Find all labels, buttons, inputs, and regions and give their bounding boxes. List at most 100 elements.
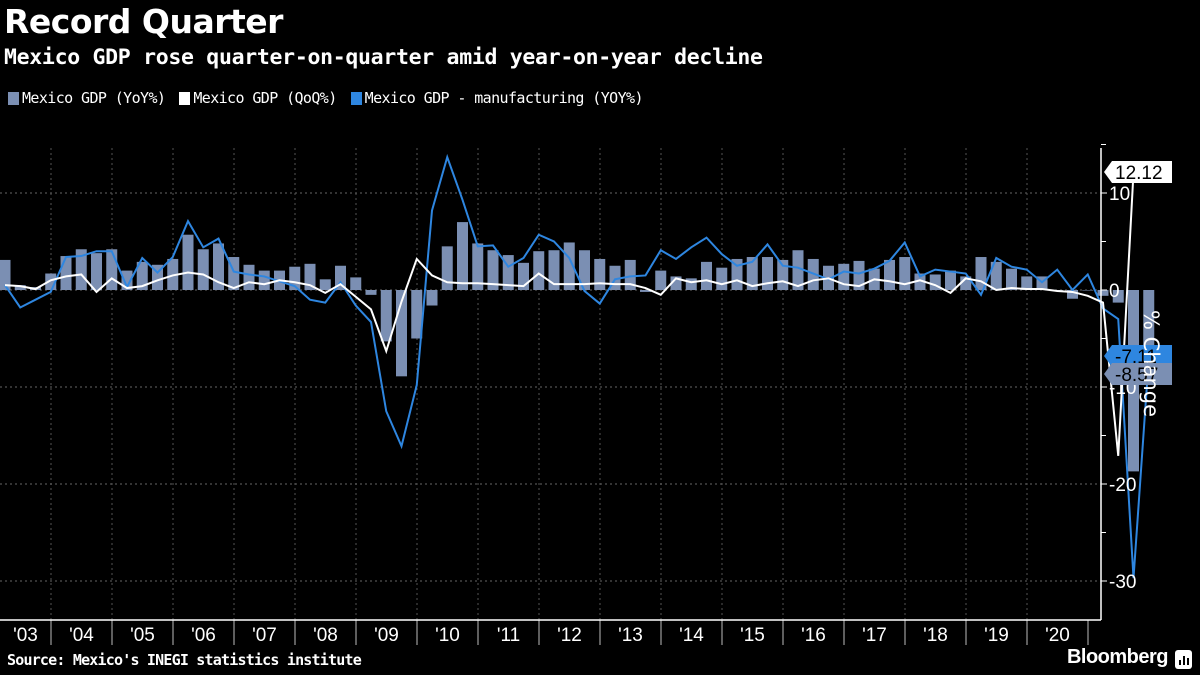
- bar: [518, 262, 529, 290]
- x-tick-label: '20: [1045, 625, 1070, 646]
- bar: [685, 278, 697, 290]
- gridlines: [0, 148, 1101, 620]
- bar: [396, 290, 407, 377]
- end-label-text: -7.11: [1115, 347, 1157, 368]
- chart-subtitle: Mexico GDP rose quarter-on-quarter amid …: [4, 45, 763, 70]
- bar: [60, 256, 72, 290]
- bar: [914, 273, 926, 290]
- bar: [106, 249, 118, 290]
- x-tick-label: '11: [497, 625, 520, 646]
- axes: '03 '04 '05 '06 '07 '08 '09 '10 '11 '12 '13 '14 '15 '…: [0, 144, 1136, 646]
- bar: [762, 257, 773, 290]
- bar: [1097, 290, 1109, 296]
- bar: [594, 258, 606, 290]
- bar: [670, 276, 682, 290]
- legend-swatch-gdp-yoy: [8, 91, 19, 105]
- x-tick-label: '16: [801, 625, 826, 646]
- bar: [624, 259, 636, 290]
- bar: [579, 250, 590, 290]
- bar: [197, 249, 209, 290]
- bar: [838, 263, 850, 290]
- x-tick-label: '19: [984, 625, 1009, 646]
- x-tick-label: '17: [862, 625, 887, 646]
- x-tick-label: '04: [69, 625, 94, 646]
- x-tick-label: '13: [618, 625, 643, 646]
- bar: [960, 276, 972, 290]
- legend-item-manufacturing-yoy[interactable]: Mexico GDP - manufacturing (YOY%): [350, 89, 644, 107]
- bar: [1112, 290, 1124, 303]
- bar: [1082, 290, 1094, 291]
- bar: [91, 253, 102, 290]
- bar: [563, 242, 575, 290]
- legend-item-gdp-yoy[interactable]: Mexico GDP (YoY%): [8, 89, 166, 107]
- x-tick-label: '10: [435, 625, 460, 646]
- bar: [258, 270, 270, 290]
- y-tick-label: -30: [1109, 572, 1136, 593]
- bar: [14, 285, 26, 290]
- end-label-text: 12.12: [1115, 163, 1163, 184]
- bar: [365, 290, 377, 295]
- x-tick-label: '15: [740, 625, 765, 646]
- line-series: [4, 153, 1150, 579]
- bar: [319, 279, 331, 290]
- bar: [487, 250, 499, 290]
- y-tick-label: 10: [1109, 184, 1130, 205]
- bar: [502, 255, 514, 290]
- x-tick-label: '07: [252, 625, 277, 646]
- x-tick-label: '12: [557, 625, 582, 646]
- bar: [929, 274, 941, 290]
- end-label: -8.57: [1104, 363, 1172, 386]
- line-mexico-gdp-manufacturing-yoy: [4, 153, 1150, 579]
- bloomberg-icon: [1175, 650, 1192, 669]
- bar: [243, 264, 255, 290]
- x-tick-label: '08: [313, 625, 338, 646]
- x-tick-label: '06: [191, 625, 216, 646]
- x-tick-label: '18: [923, 625, 948, 646]
- bar: [121, 270, 133, 290]
- bar: [472, 243, 484, 290]
- bar: [304, 263, 316, 290]
- bar: [182, 234, 194, 290]
- bar: [213, 243, 224, 290]
- legend: Mexico GDP (YoY%) Mexico GDP (QoQ%) Mexi…: [8, 89, 643, 107]
- end-labels: 12.12 -7.11-8.57: [1104, 161, 1172, 386]
- bar: [228, 257, 240, 290]
- bar: [884, 259, 895, 290]
- bar: [990, 261, 1002, 290]
- y-tick-label: -20: [1109, 475, 1136, 496]
- bar: [640, 290, 651, 292]
- bar: [746, 257, 758, 290]
- bar: [609, 265, 621, 290]
- bar: [335, 265, 346, 290]
- bar: [1067, 290, 1078, 299]
- x-tick-label: '03: [13, 625, 38, 646]
- bar: [533, 251, 545, 290]
- bar: [716, 267, 728, 290]
- legend-label: Mexico GDP - manufacturing (YOY%): [364, 89, 644, 107]
- bar: [777, 259, 789, 290]
- bar: [136, 261, 148, 290]
- bar: [945, 270, 956, 290]
- legend-item-gdp-qoq[interactable]: Mexico GDP (QoQ%): [179, 89, 337, 107]
- source-note: Source: Mexico's INEGI statistics instit…: [7, 651, 362, 669]
- bar: [975, 257, 987, 290]
- bar: [655, 270, 667, 290]
- x-tick-label: '09: [374, 625, 399, 646]
- bar: [350, 277, 362, 290]
- bar: [548, 250, 560, 290]
- bar: [380, 290, 392, 342]
- bar: [701, 261, 712, 290]
- line-mexico-gdp-qoq: [4, 172, 1135, 456]
- bar: [152, 264, 163, 290]
- bar: [441, 246, 453, 290]
- bar: [289, 266, 301, 290]
- end-label-text: -8.57: [1115, 365, 1158, 386]
- bar: [1021, 276, 1033, 290]
- bar: [899, 257, 911, 290]
- bar: [792, 250, 804, 290]
- y-axis-label: % Change: [1139, 310, 1163, 418]
- end-label: 12.12: [1104, 161, 1172, 184]
- chart-title: Record Quarter: [4, 2, 283, 41]
- end-label-box: [1104, 363, 1172, 385]
